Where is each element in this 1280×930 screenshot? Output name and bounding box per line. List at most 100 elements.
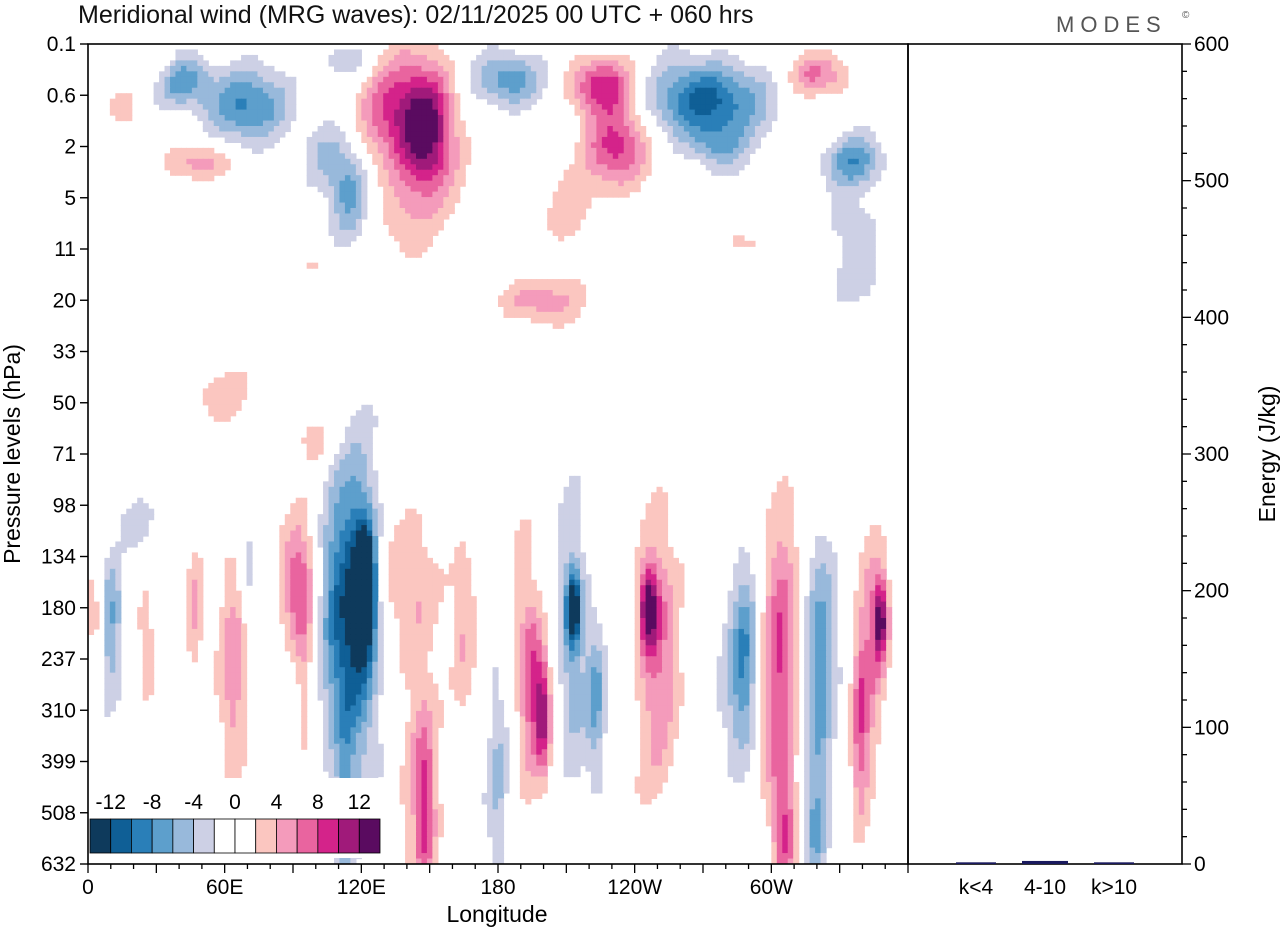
heatmap-cell bbox=[618, 126, 625, 133]
heatmap-cell bbox=[815, 596, 822, 603]
heatmap-cell bbox=[640, 131, 647, 138]
heatmap-cell bbox=[514, 300, 521, 307]
heatmap-cell bbox=[284, 82, 291, 89]
heatmap-cell bbox=[519, 71, 526, 78]
heatmap-cell bbox=[864, 290, 871, 297]
heatmap-cell bbox=[492, 93, 499, 100]
heatmap-cell bbox=[623, 126, 630, 133]
heatmap-cell bbox=[782, 574, 789, 581]
heatmap-cell bbox=[383, 93, 390, 100]
heatmap-cell bbox=[842, 251, 849, 258]
heatmap-cell bbox=[372, 142, 379, 149]
heatmap-cell bbox=[536, 284, 543, 291]
heatmap-cell bbox=[355, 197, 362, 204]
heatmap-cell bbox=[727, 104, 734, 111]
heatmap-cell bbox=[454, 158, 461, 165]
heatmap-cell bbox=[246, 76, 253, 83]
heatmap-cell bbox=[662, 585, 669, 592]
heatmap-cell bbox=[607, 82, 614, 89]
heatmap-cell bbox=[405, 508, 412, 515]
heatmap-cell bbox=[700, 87, 707, 94]
heatmap-cell bbox=[869, 612, 876, 619]
heatmap-cell bbox=[716, 656, 723, 663]
heatmap-cell bbox=[426, 574, 433, 581]
heatmap-cell bbox=[148, 672, 155, 679]
heatmap-cell bbox=[831, 612, 838, 619]
heatmap-cell bbox=[323, 639, 330, 646]
heatmap-cell bbox=[503, 104, 510, 111]
heatmap-cell bbox=[853, 197, 860, 204]
heatmap-cell bbox=[148, 650, 155, 657]
heatmap-cell bbox=[213, 126, 220, 133]
heatmap-cell bbox=[366, 421, 373, 428]
heatmap-cell bbox=[235, 667, 242, 674]
heatmap-cell bbox=[410, 126, 417, 133]
heatmap-cell bbox=[306, 557, 313, 564]
heatmap-cell bbox=[771, 104, 778, 111]
heatmap-cell bbox=[432, 93, 439, 100]
heatmap-cell bbox=[864, 240, 871, 247]
heatmap-cell bbox=[826, 650, 833, 657]
heatmap-cell bbox=[235, 639, 242, 646]
heatmap-cell bbox=[580, 131, 587, 138]
heatmap-cell bbox=[93, 623, 100, 630]
heatmap-cell bbox=[366, 459, 373, 466]
heatmap-cell bbox=[858, 284, 865, 291]
heatmap-cell bbox=[727, 109, 734, 116]
heatmap-cell bbox=[530, 623, 537, 630]
heatmap-cell bbox=[760, 661, 767, 668]
heatmap-cell bbox=[705, 93, 712, 100]
heatmap-cell bbox=[618, 169, 625, 176]
heatmap-cell bbox=[612, 180, 619, 187]
heatmap-cell bbox=[580, 601, 587, 608]
heatmap-cell bbox=[388, 104, 395, 111]
heatmap-cell bbox=[760, 639, 767, 646]
heatmap-cell bbox=[235, 404, 242, 411]
heatmap-cell bbox=[864, 563, 871, 570]
heatmap-cell bbox=[142, 618, 149, 625]
heatmap-cell bbox=[109, 579, 116, 586]
heatmap-cell bbox=[235, 382, 242, 389]
heatmap-cell bbox=[563, 563, 570, 570]
heatmap-cell bbox=[454, 109, 461, 116]
heatmap-cell bbox=[230, 410, 237, 417]
heatmap-cell bbox=[426, 235, 433, 242]
heatmap-cell bbox=[765, 568, 772, 575]
heatmap-cell bbox=[197, 612, 204, 619]
heatmap-cell bbox=[744, 590, 751, 597]
heatmap-cell bbox=[339, 475, 346, 482]
heatmap-cell bbox=[853, 618, 860, 625]
heatmap-cell bbox=[656, 115, 663, 122]
heatmap-cell bbox=[782, 612, 789, 619]
heatmap-cell bbox=[596, 82, 603, 89]
heatmap-cell bbox=[175, 104, 182, 111]
heatmap-cell bbox=[273, 93, 280, 100]
heatmap-cell bbox=[142, 667, 149, 674]
heatmap-cell bbox=[765, 607, 772, 614]
heatmap-cell bbox=[115, 557, 122, 564]
heatmap-cell bbox=[410, 169, 417, 176]
heatmap-cell bbox=[241, 54, 248, 61]
heatmap-cell bbox=[344, 650, 351, 657]
heatmap-cell bbox=[880, 563, 887, 570]
heatmap-cell bbox=[328, 475, 335, 482]
heatmap-cell bbox=[448, 87, 455, 94]
heatmap-cell bbox=[426, 87, 433, 94]
heatmap-cell bbox=[831, 650, 838, 657]
heatmap-cell bbox=[437, 126, 444, 133]
heatmap-cell bbox=[869, 246, 876, 253]
heatmap-cell bbox=[454, 650, 461, 657]
heatmap-cell bbox=[372, 104, 379, 111]
heatmap-cell bbox=[596, 645, 603, 652]
heatmap-cell bbox=[394, 579, 401, 586]
heatmap-cell bbox=[765, 530, 772, 537]
heatmap-cell bbox=[115, 541, 122, 548]
heatmap-cell bbox=[869, 541, 876, 548]
heatmap-cell bbox=[323, 186, 330, 193]
heatmap-cell bbox=[815, 568, 822, 575]
heatmap-cell bbox=[645, 519, 652, 526]
heatmap-cell bbox=[252, 65, 259, 72]
heatmap-cell bbox=[388, 109, 395, 116]
heatmap-cell bbox=[809, 634, 816, 641]
heatmap-cell bbox=[224, 399, 231, 406]
